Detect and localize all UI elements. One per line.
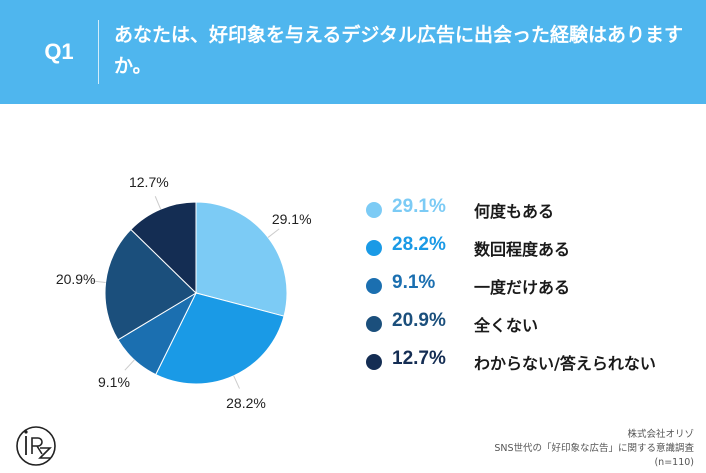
legend-label: 何度もある bbox=[474, 202, 555, 221]
header-banner: Q1 あなたは、好印象を与えるデジタル広告に出会った経験はありますか。 bbox=[0, 0, 706, 104]
legend-value: 20.9% bbox=[392, 310, 446, 331]
legend-item: 12.7% わからない/答えられない bbox=[364, 342, 704, 380]
source-sample: (n=110) bbox=[654, 457, 694, 468]
pie-leader-line bbox=[233, 375, 240, 389]
question-number: Q1 bbox=[44, 39, 74, 64]
legend-swatch bbox=[366, 202, 382, 218]
legend-swatch bbox=[366, 354, 382, 370]
pie-data-label: 9.1% bbox=[98, 373, 130, 390]
pie-slice bbox=[130, 201, 197, 295]
pie-data-label: 20.9% bbox=[55, 270, 96, 287]
pie-leader-line bbox=[267, 228, 280, 238]
legend-label: わからない/答えられない bbox=[474, 354, 656, 373]
legend-item: 28.2% 数回程度ある bbox=[364, 228, 704, 266]
pie-slice bbox=[195, 201, 288, 317]
legend-item: 9.1% 一度だけある bbox=[364, 266, 704, 304]
pie-leader-line bbox=[124, 359, 135, 371]
pie-leader-line bbox=[91, 280, 106, 283]
legend-value: 29.1% bbox=[392, 196, 446, 217]
source-survey: SNS世代の「好印象な広告」に関する意識調査 bbox=[494, 443, 694, 454]
company-logo bbox=[16, 426, 56, 466]
legend-label: 一度だけある bbox=[474, 278, 571, 297]
pie-chart bbox=[91, 196, 288, 389]
pie-leader-line bbox=[154, 196, 162, 210]
pie-data-label: 28.2% bbox=[226, 395, 266, 412]
pie-slice bbox=[104, 228, 197, 341]
legend-swatch bbox=[366, 316, 382, 332]
legend-label: 全くない bbox=[474, 316, 539, 335]
source-note: 株式会社オリゾ SNS世代の「好印象な広告」に関する意識調査 (n=110) bbox=[494, 428, 694, 470]
pie-slice bbox=[155, 292, 285, 385]
header-divider bbox=[98, 20, 99, 84]
legend-item: 20.9% 全くない bbox=[364, 304, 704, 342]
legend-swatch bbox=[366, 240, 382, 256]
legend-swatch bbox=[366, 278, 382, 294]
question-text: あなたは、好印象を与えるデジタル広告に出会った経験はありますか。 bbox=[114, 24, 684, 77]
pie-chart-area: 29.1% 28.2% 9.1% 20.9% 12.7% bbox=[0, 104, 360, 434]
pie-data-label: 29.1% bbox=[271, 211, 312, 228]
legend-label: 数回程度ある bbox=[474, 240, 571, 259]
pie-data-label: 12.7% bbox=[128, 173, 169, 190]
legend-item: 29.1% 何度もある bbox=[364, 190, 704, 228]
legend-value: 9.1% bbox=[392, 272, 436, 293]
source-company: 株式会社オリゾ bbox=[627, 429, 694, 440]
legend-value: 28.2% bbox=[392, 234, 446, 255]
legend-value: 12.7% bbox=[392, 348, 446, 369]
